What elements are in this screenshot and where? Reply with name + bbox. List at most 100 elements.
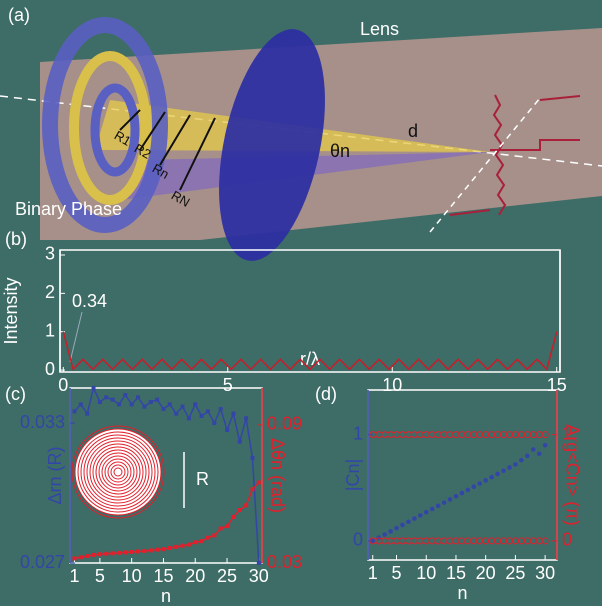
point [395, 526, 399, 530]
y-tick-label: 0.027 [20, 552, 65, 572]
point [111, 398, 115, 402]
x-tick-label: 1 [368, 563, 378, 583]
y-tick-label: 2 [45, 282, 55, 302]
x-axis-label: n [457, 583, 467, 603]
point [460, 491, 464, 495]
point [193, 540, 197, 544]
point [212, 421, 216, 425]
point [401, 523, 405, 527]
point [85, 554, 89, 558]
x-tick-label: 25 [217, 566, 237, 586]
point [200, 414, 204, 418]
y-tick-label: 0 [45, 359, 55, 379]
point [187, 543, 191, 547]
x-axis-label: n [161, 586, 171, 606]
point [168, 546, 172, 550]
panel-label: (c) [5, 384, 26, 404]
point [123, 550, 127, 554]
point [193, 402, 197, 406]
point [383, 533, 387, 537]
point [161, 547, 165, 551]
point [149, 400, 153, 404]
point [448, 498, 452, 502]
point [225, 428, 229, 432]
lens-label: Lens [360, 19, 399, 39]
y-axis-label: Δrn (R) [45, 446, 65, 504]
point [257, 561, 261, 565]
point [187, 416, 191, 420]
x-tick-label: 20 [476, 563, 496, 583]
point [130, 550, 134, 554]
point [212, 533, 216, 537]
point [238, 440, 242, 444]
point [484, 479, 488, 483]
point [117, 551, 121, 555]
point [257, 480, 261, 484]
point [181, 405, 185, 409]
point [79, 402, 83, 406]
y-tick-label: 1 [45, 320, 55, 340]
x-tick-label: 30 [249, 566, 269, 586]
x-tick-label: 30 [535, 563, 555, 583]
inset-label: R [196, 469, 209, 489]
x-tick-label: 25 [505, 563, 525, 583]
point [155, 398, 159, 402]
point [520, 458, 524, 462]
point [371, 539, 375, 543]
point [389, 530, 393, 534]
point [531, 448, 535, 452]
x-tick-label: 10 [122, 566, 142, 586]
panel-label: (d) [315, 384, 337, 404]
point [250, 487, 254, 491]
point [442, 501, 446, 505]
figure: (a) Lens Binary Phase R1 R2 Rn RN d θn (… [0, 0, 602, 606]
point [238, 508, 242, 512]
point [490, 475, 494, 479]
point [142, 405, 146, 409]
point [155, 548, 159, 552]
point [142, 549, 146, 553]
point [543, 443, 547, 447]
y-axis-label: Intensity [1, 277, 21, 344]
point [496, 472, 500, 476]
point [117, 402, 121, 406]
point [466, 488, 470, 492]
point [231, 515, 235, 519]
y-axis-label: |Cn| [343, 459, 363, 491]
point [436, 504, 440, 508]
point [92, 553, 96, 557]
y-tick-label: 1 [353, 423, 363, 443]
point [413, 517, 417, 521]
point [525, 454, 529, 458]
annotation: 0.34 [72, 291, 107, 311]
inset-ring [111, 465, 125, 479]
point [136, 549, 140, 553]
point [161, 407, 165, 411]
point [430, 507, 434, 511]
x-tick-label: 5 [95, 566, 105, 586]
point [104, 552, 108, 556]
point [407, 520, 411, 524]
x-tick-label: 10 [416, 563, 436, 583]
point [136, 395, 140, 399]
y-tick-label: 0 [353, 530, 363, 550]
point [244, 416, 248, 420]
x-tick-label: 1 [69, 566, 79, 586]
binary-phase-label: Binary Phase [15, 199, 122, 219]
x-tick-label: 15 [446, 563, 466, 583]
point [130, 402, 134, 406]
theta-label: θn [330, 141, 350, 161]
point [149, 548, 153, 552]
x-tick-label: 0 [58, 375, 68, 395]
point [206, 409, 210, 413]
panel-label: (b) [5, 229, 27, 249]
point [85, 412, 89, 416]
point [92, 386, 96, 390]
y2-axis-label: Arg<Cn> (π) [562, 424, 582, 525]
point [181, 544, 185, 548]
x-tick-label: 5 [223, 375, 233, 395]
point [219, 526, 223, 530]
point [123, 393, 127, 397]
point [514, 463, 518, 467]
point [104, 395, 108, 399]
